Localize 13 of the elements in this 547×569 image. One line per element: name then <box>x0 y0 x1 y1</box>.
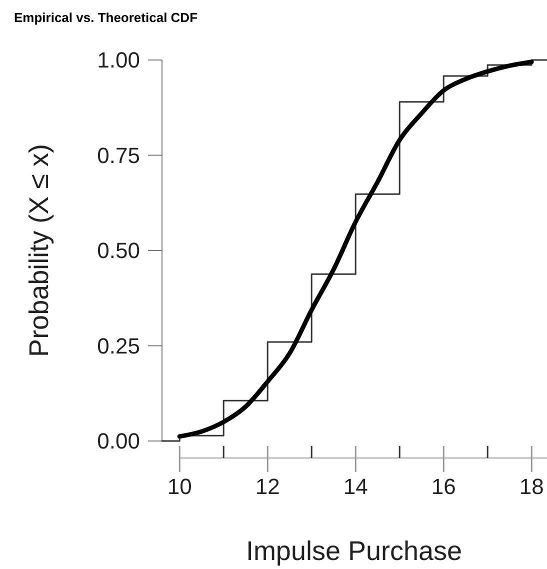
x-tick-label: 16 <box>431 474 456 499</box>
y-tick-label: 0.00 <box>97 428 140 454</box>
x-tick-label: 10 <box>167 474 192 499</box>
x-axis-title: Impulse Purchase <box>246 536 462 566</box>
y-axis-title: Probability (X ≤ x) <box>24 144 54 357</box>
y-tick-label: 1.00 <box>97 48 140 73</box>
x-tick-label: 14 <box>343 474 368 499</box>
y-tick-label: 0.50 <box>97 238 140 264</box>
chart-title: Empirical vs. Theoretical CDF <box>14 10 198 25</box>
x-tick-label: 18 <box>519 474 544 499</box>
y-tick-label: 0.25 <box>97 333 140 358</box>
y-tick-label: 0.75 <box>97 142 140 168</box>
x-tick-label: 12 <box>255 474 280 499</box>
